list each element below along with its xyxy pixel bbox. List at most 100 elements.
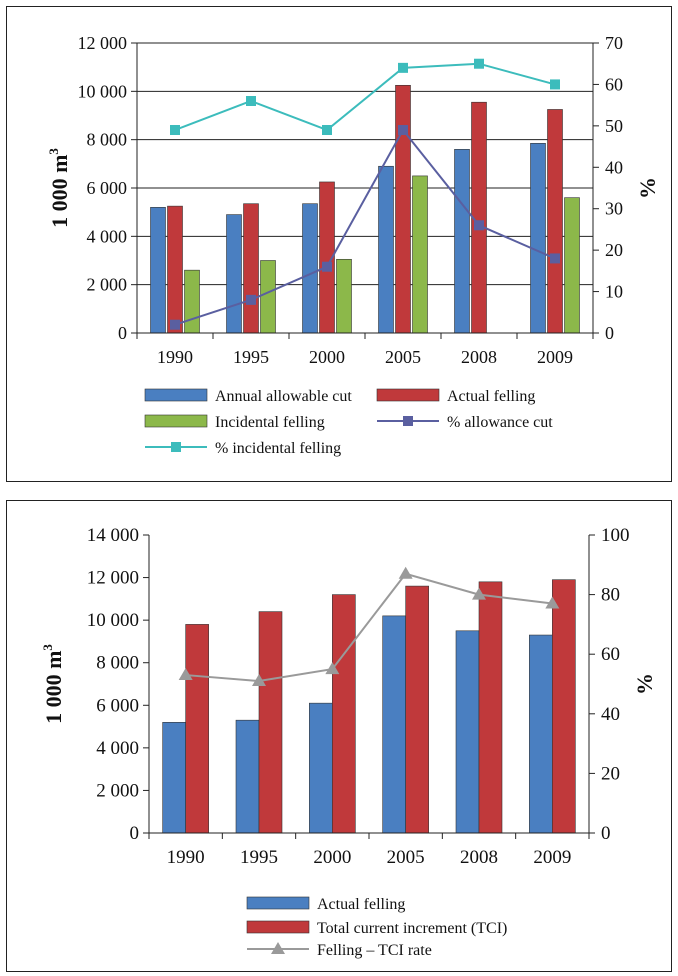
chart-panel-felling-vs-increment: 0 2 000 4 000 6 000 8 000 10 000 12 000 14 000 0… (6, 500, 672, 972)
bar-annual-allowable-cut (530, 142, 546, 334)
x-tick-label: 1995 (240, 847, 278, 868)
legend-swatch (144, 388, 208, 402)
legend-swatch (376, 388, 440, 402)
y2-tick-label: 100 (601, 525, 630, 546)
point-incidental-felling (322, 125, 332, 135)
x-tick-label: 2000 (309, 347, 345, 367)
legend-item: Actual felling (246, 896, 405, 913)
point-allowance-cut (398, 125, 408, 135)
legend-label: Annual allowable cut (215, 388, 352, 405)
point-allowance-cut (170, 319, 180, 330)
y2-tick-label: 20 (601, 763, 620, 784)
bar-incidental-felling (184, 269, 200, 334)
bar-total-current-increment-tci (405, 585, 429, 834)
legend-label: Actual felling (317, 896, 405, 913)
bar-actual-felling (167, 205, 183, 334)
bar-actual-felling (547, 109, 563, 334)
y2-tick-label: 0 (601, 823, 611, 844)
y-axis-title-superscript: 3 (40, 644, 55, 651)
legend-label: % incidental felling (215, 440, 341, 457)
bar-total-current-increment-tci (478, 581, 503, 834)
x-tick-label: 2009 (533, 847, 571, 868)
legend-swatch (246, 896, 310, 910)
legend-item: Felling – TCI rate (247, 942, 432, 959)
bar-total-current-increment-tci (552, 579, 576, 834)
x-tick-label: 2008 (460, 847, 498, 868)
y-tick-label: 6 000 (96, 695, 139, 716)
chart-2-svg: 0 2 000 4 000 6 000 8 000 10 000 12 000 14 000 0… (40, 525, 657, 959)
y-tick-label: 0 (118, 323, 127, 343)
point-felling-tci-rate (178, 668, 193, 681)
y-tick-label: 4 000 (87, 226, 128, 246)
y-tick-label: 2 000 (87, 275, 128, 295)
bar-actual-felling (243, 203, 259, 334)
y2-tick-label: 80 (601, 585, 620, 606)
bar-annual-allowable-cut (302, 203, 318, 334)
legend-label: Felling – TCI rate (317, 942, 432, 959)
y2-tick-label: 60 (605, 74, 623, 94)
chart-1-svg: 0 2 000 4 000 6 000 8 000 10 000 12 000 0 10 20 30… (46, 33, 660, 457)
y-tick-label: 8 000 (96, 653, 139, 674)
line-incidental-felling (174, 62, 556, 132)
y2-tick-label: 60 (601, 644, 620, 665)
point-felling-tci-rate (398, 566, 413, 579)
point-felling-tci-rate (545, 596, 560, 609)
line-felling-tci-rate (185, 572, 553, 683)
x-tick-label: 2005 (387, 847, 425, 868)
y2-tick-label: 30 (605, 199, 623, 219)
bar-incidental-felling (412, 175, 428, 334)
y2-tick-label: 70 (605, 33, 623, 53)
bar-actual-felling (235, 719, 260, 834)
legend-item: Incidental felling (144, 414, 325, 431)
bar-actual-felling (529, 634, 553, 834)
y-tick-label: 2 000 (96, 780, 139, 801)
y-tick-label: 10 000 (78, 81, 128, 101)
y-axis-title-superscript: 3 (46, 148, 61, 155)
bar-incidental-felling (336, 258, 352, 334)
legend-label: % allowance cut (447, 414, 553, 431)
y-tick-label: 6 000 (87, 178, 128, 198)
bar-actual-felling (382, 615, 406, 834)
y-axis-title: 1 000 m3 (40, 644, 66, 724)
x-tick-label: 2008 (461, 347, 497, 367)
chart-panel-felling-vs-allowable-cut: 0 2 000 4 000 6 000 8 000 10 000 12 000 0 10 20 30… (6, 6, 672, 482)
bar-annual-allowable-cut (150, 207, 166, 334)
bar-annual-allowable-cut (226, 214, 242, 334)
legend-marker (171, 442, 181, 452)
bar-actual-felling (162, 722, 186, 834)
y2-tick-label: 10 (605, 282, 623, 302)
y2-tick-label: 40 (605, 157, 623, 177)
legend-label: Total current increment (TCI) (317, 920, 507, 937)
bar-incidental-felling (260, 260, 276, 334)
x-tick-label: 2000 (313, 847, 351, 868)
point-allowance-cut (246, 294, 256, 305)
legend-swatch (246, 920, 310, 934)
point-incidental-felling (474, 58, 484, 69)
legend-marker (403, 416, 413, 426)
bar-annual-allowable-cut (454, 149, 470, 334)
y-tick-label: 10 000 (87, 610, 139, 631)
bar-actual-felling (455, 630, 480, 834)
x-tick-label: 2009 (537, 347, 573, 367)
bar-total-current-increment-tci (332, 594, 356, 834)
bar-incidental-felling (564, 197, 580, 334)
x-tick-label: 1995 (233, 347, 269, 367)
legend-swatch (144, 414, 208, 428)
y2-axis-title: % (635, 177, 660, 199)
bar-annual-allowable-cut (378, 165, 394, 334)
legend-item: % allowance cut (377, 414, 553, 431)
legend-marker (271, 942, 285, 954)
y-axis-title-text: 1 000 m (41, 651, 66, 724)
x-tick-label: 1990 (167, 847, 205, 868)
y-tick-label: 12 000 (87, 568, 139, 589)
x-tick-label: 2005 (385, 347, 421, 367)
y2-tick-label: 0 (605, 323, 614, 343)
y-tick-label: 8 000 (87, 130, 128, 150)
y-axis-title-text: 1 000 m (47, 155, 72, 228)
legend-item: Actual felling (376, 388, 535, 405)
bar-total-current-increment-tci (185, 624, 209, 834)
y2-tick-label: 40 (601, 704, 620, 725)
y-tick-label: 14 000 (87, 525, 139, 546)
legend-label: Incidental felling (215, 414, 325, 431)
point-felling-tci-rate (472, 587, 486, 600)
